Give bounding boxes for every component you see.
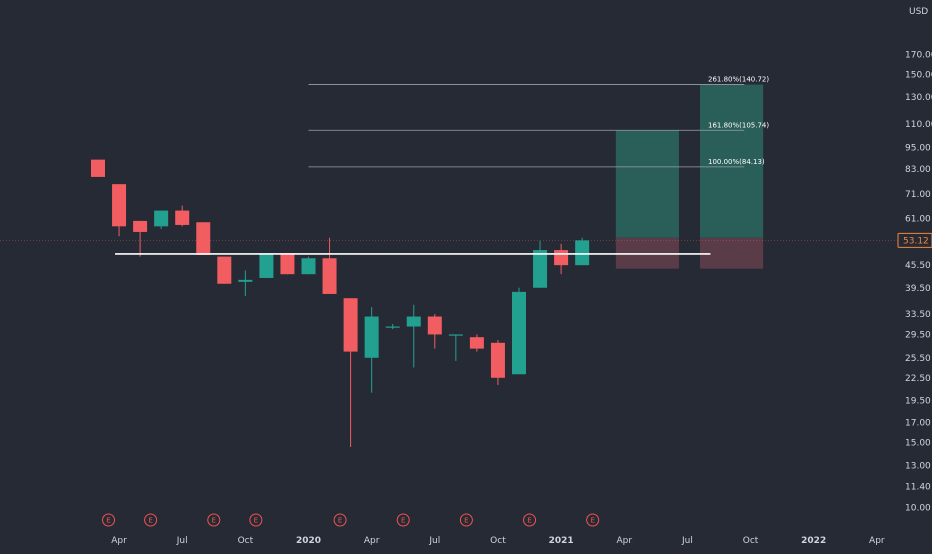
- candle-body: [154, 210, 169, 227]
- target-zone: [615, 130, 679, 238]
- earnings-icon: [102, 513, 116, 527]
- candles: [91, 159, 590, 447]
- time-tick-label: Apr: [869, 536, 885, 546]
- price-tick-label: 33.50: [905, 310, 931, 320]
- fib-level-label: 100.00%(84.13): [708, 158, 765, 166]
- time-tick-label: Jul: [428, 536, 440, 546]
- price-tick-label: 17.00: [905, 419, 931, 429]
- time-tick-label: Oct: [743, 536, 759, 546]
- price-tick-label: 39.50: [905, 284, 931, 294]
- candle-body: [512, 291, 526, 375]
- earnings-label: E: [590, 517, 594, 525]
- currency-label: USD: [909, 7, 928, 17]
- time-tick-label: 2020: [296, 536, 321, 546]
- candle-body: [238, 279, 253, 282]
- earnings-icon: [333, 513, 347, 527]
- candle-body: [196, 222, 211, 255]
- price-axis[interactable]: USD 10.00 11.40 13.00 15.00 17.00 19.50 22.50 2…: [905, 7, 932, 513]
- earnings-label: E: [527, 517, 531, 525]
- time-tick-label: Apr: [616, 536, 632, 546]
- earnings-icon: [396, 513, 410, 527]
- target-zone: [700, 84, 764, 238]
- price-tick-label: 45.50: [905, 261, 931, 271]
- candle-body: [533, 250, 548, 288]
- fib-level-label: 161.80%(105.74): [708, 121, 769, 129]
- earnings-icon: [144, 513, 158, 527]
- candle-body: [343, 298, 358, 352]
- time-tick-label: 2021: [549, 536, 574, 546]
- price-tick-label: 61.00: [905, 214, 931, 224]
- earnings-label: E: [148, 517, 152, 525]
- price-tick-label: 10.00: [905, 503, 931, 513]
- candle-body: [133, 220, 148, 232]
- price-tick-label: 110.00: [905, 120, 932, 130]
- earnings-label: E: [464, 517, 468, 525]
- earnings-icon: [523, 513, 537, 527]
- candle-body: [259, 253, 274, 278]
- fib-level-label: 261.80%(140.72): [708, 76, 769, 84]
- time-tick-label: Apr: [111, 536, 127, 546]
- price-tick-label: 22.50: [905, 374, 931, 384]
- candle-body: [406, 316, 421, 327]
- price-tick-label: 15.00: [905, 439, 931, 449]
- candle-body: [575, 240, 590, 266]
- candle-body: [385, 326, 400, 328]
- time-tick-label: Oct: [238, 536, 254, 546]
- fib-extension: 261.80%(140.72) 161.80%(105.74) 100.00%(84…: [308, 76, 769, 168]
- price-tick-label: 95.00: [905, 143, 931, 153]
- price-tick-label: 11.40: [905, 483, 931, 493]
- price-tag-box: [897, 232, 932, 248]
- candle-body: [490, 342, 505, 378]
- candle-body: [175, 210, 190, 225]
- time-tick-label: Jul: [681, 536, 693, 546]
- earnings-label: E: [338, 517, 342, 525]
- price-tag-text: 53.12: [903, 236, 929, 246]
- candle-body: [427, 316, 442, 335]
- price-tick-label: 19.50: [905, 397, 931, 407]
- earnings-label: E: [254, 517, 258, 525]
- earnings-label: E: [106, 517, 110, 525]
- time-tick-label: Oct: [490, 536, 506, 546]
- candle-body: [280, 253, 295, 275]
- price-tick-label: 25.50: [905, 354, 931, 364]
- earnings-icon: [586, 513, 600, 527]
- position-zones: [0, 84, 898, 269]
- time-tick-label: Apr: [364, 536, 380, 546]
- stop-zone: [700, 237, 764, 269]
- price-tick-label: 150.00: [905, 70, 932, 80]
- earnings-label: E: [212, 517, 216, 525]
- candle-body: [112, 184, 127, 227]
- candle-body: [301, 258, 316, 275]
- price-tick-label: 83.00: [905, 165, 931, 175]
- earnings-icon: [207, 513, 221, 527]
- earnings-label: E: [401, 517, 405, 525]
- candle-body: [91, 159, 105, 177]
- price-tick-label: 29.50: [905, 330, 931, 340]
- candle-body: [322, 258, 337, 294]
- candle-body: [364, 316, 379, 358]
- price-tick-label: 13.00: [905, 462, 931, 472]
- price-tick-label: 130.00: [905, 93, 932, 103]
- earnings-icon: [459, 513, 473, 527]
- price-tag: 53.12: [897, 232, 932, 248]
- price-tick-label: 170.00: [905, 50, 932, 60]
- candle-body: [469, 337, 484, 349]
- candle-body: [554, 250, 569, 266]
- candle-body: [448, 334, 463, 336]
- price-tick-label: 71.00: [905, 190, 931, 200]
- candle-body: [217, 256, 232, 284]
- time-tick-label: Jul: [176, 536, 188, 546]
- earnings-icon: [249, 513, 263, 527]
- time-tick-label: 2022: [801, 536, 826, 546]
- time-axis[interactable]: Apr Jul Oct 2020 Apr Jul Oct 2021 Apr Jul Oct 2022 A…: [111, 536, 885, 546]
